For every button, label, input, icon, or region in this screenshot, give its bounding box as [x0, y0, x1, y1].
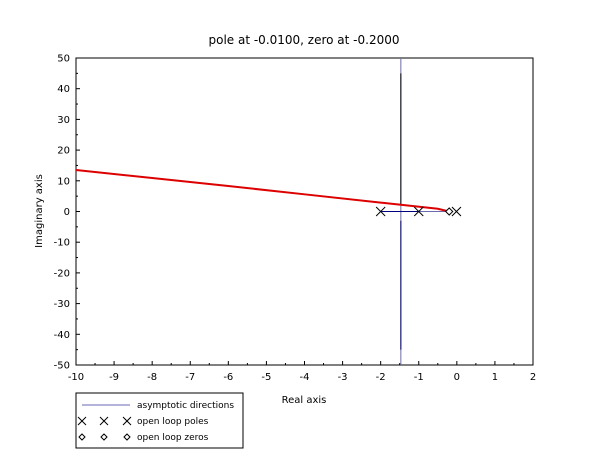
plot-frame	[75, 57, 534, 366]
legend: asymptotic directions open loop poles open…	[75, 392, 244, 449]
pole-marker	[413, 206, 424, 217]
legend-x-sample	[99, 416, 109, 426]
x-tick-label: -6	[223, 372, 233, 383]
x-tick-label: 0	[454, 372, 460, 383]
x-tick-label: -3	[338, 372, 348, 383]
x-tick-label: 2	[530, 372, 536, 383]
legend-diamond-sample	[78, 433, 86, 441]
y-tick-label: -10	[54, 238, 70, 249]
y-tick-label: -30	[54, 299, 70, 310]
x-tick-label: -7	[185, 372, 195, 383]
legend-diamond-sample	[123, 433, 131, 441]
y-tick-label: 40	[57, 84, 70, 95]
x-tick-label: -10	[68, 372, 84, 383]
legend-x-sample	[77, 416, 87, 426]
legend-label: open loop zeros	[137, 433, 209, 443]
y-axis-ticks: -50 -40 -30 -20 -10 0 10 20 30 40 50	[54, 54, 80, 372]
legend-x-sample	[122, 416, 132, 426]
x-tick-label: -9	[109, 372, 119, 383]
x-axis-label: Real axis	[282, 395, 327, 406]
x-tick-label: -1	[414, 372, 424, 383]
y-tick-label: -40	[54, 330, 70, 341]
x-marker-stroke	[451, 206, 462, 217]
y-tick-label: 20	[57, 146, 70, 157]
y-axis-label: Imaginary axis	[34, 174, 45, 248]
x-tick-label: -8	[147, 372, 157, 383]
legend-label: asymptotic directions	[137, 401, 234, 411]
x-tick-label: -2	[376, 372, 386, 383]
y-tick-label: -20	[54, 268, 70, 279]
x-tick-label: -5	[261, 372, 271, 383]
x-marker-stroke	[413, 206, 424, 217]
x-marker-stroke	[77, 416, 87, 426]
legend-diamond-sample	[100, 433, 108, 441]
chart-title: pole at -0.0100, zero at -0.2000	[208, 33, 399, 47]
pole-marker	[451, 206, 462, 217]
y-tick-label: 0	[64, 207, 70, 218]
y-tick-label: 30	[57, 115, 70, 126]
series-layer	[75, 58, 462, 365]
x-marker-stroke	[375, 206, 386, 217]
x-tick-label: 1	[492, 372, 498, 383]
x-tick-label: -4	[300, 372, 310, 383]
legend-label: open loop poles	[137, 417, 209, 427]
x-axis-ticks: -10 -9 -8 -7 -6 -5 -4 -3 -2 -1 0 1 2	[68, 361, 536, 383]
y-tick-label: -50	[54, 361, 70, 372]
locus-branch	[75, 169, 450, 213]
pole-marker	[375, 206, 386, 217]
y-tick-label: 50	[57, 54, 70, 65]
y-tick-label: 10	[57, 176, 70, 187]
zero-marker	[445, 207, 454, 216]
x-marker-stroke	[122, 416, 132, 426]
x-marker-stroke	[99, 416, 109, 426]
